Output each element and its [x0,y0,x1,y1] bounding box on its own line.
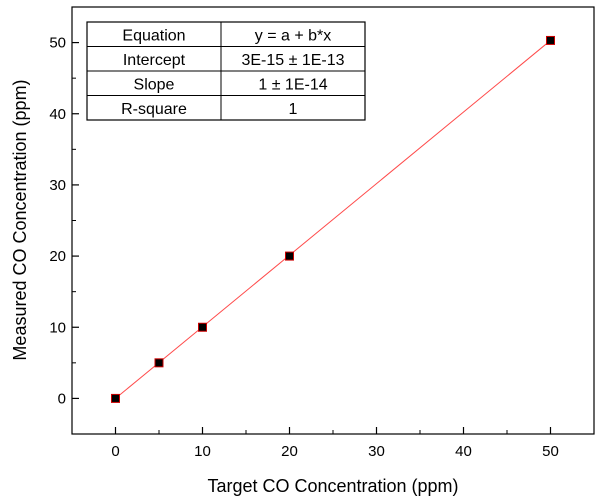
table-cell-value: 3E-15 ± 1E-13 [241,52,344,69]
x-tick-label: 10 [194,443,211,460]
y-tick-label: 30 [49,177,66,194]
y-axis-title: Measured CO Concentration (ppm) [10,79,30,360]
data-point [111,393,120,403]
fit-parameters-table: Equation y = a + b*x Intercept 3E-15 ± 1E-1… [86,21,366,121]
x-tick-label: 30 [368,443,385,460]
y-axis-ticks: 0 10 20 30 40 50 [49,6,79,435]
x-tick-label: 50 [542,443,559,460]
x-axis-ticks: 0 10 20 30 40 50 [71,427,595,460]
table-cell-value: 1 [289,101,298,118]
data-point [198,322,207,332]
y-tick-label: 40 [49,106,66,123]
data-point [154,358,164,368]
fit-line [115,40,551,399]
data-point [546,35,555,45]
y-tick-label: 0 [58,390,66,407]
table-cell-label: Intercept [123,52,186,69]
y-tick-label: 50 [49,35,66,52]
y-tick-label: 20 [49,248,66,265]
x-axis-title: Target CO Concentration (ppm) [207,476,458,496]
data-point [285,251,294,261]
x-tick-label: 0 [111,443,119,460]
x-tick-label: 20 [281,443,298,460]
table-cell-label: R-square [121,101,187,118]
y-tick-label: 10 [49,319,66,336]
table-cell-value: y = a + b*x [255,27,332,44]
table-cell-value: 1 ± 1E-14 [258,76,327,93]
table-cell-label: Slope [134,76,175,93]
table-cell-label: Equation [122,27,185,44]
x-tick-label: 40 [455,443,472,460]
data-points [111,35,555,403]
